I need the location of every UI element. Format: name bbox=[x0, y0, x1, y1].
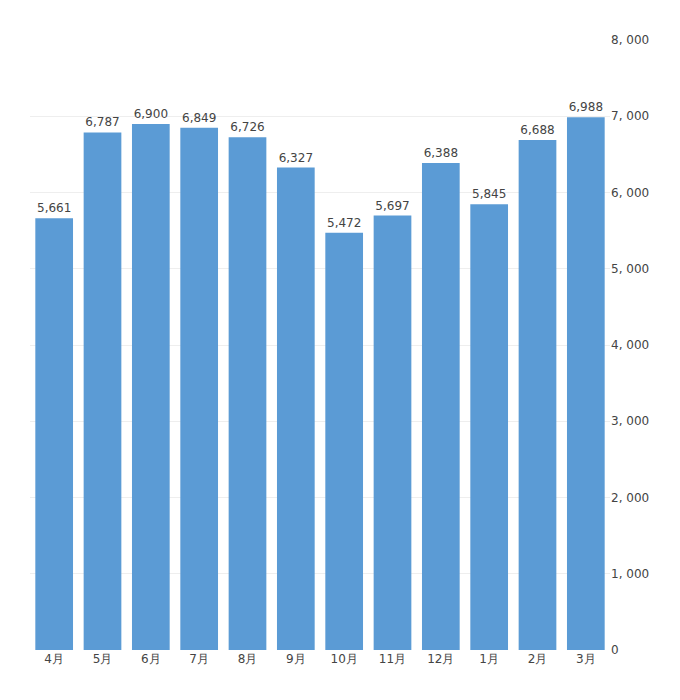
svg-text:9月: 9月 bbox=[286, 652, 306, 666]
svg-text:5,472: 5,472 bbox=[327, 216, 361, 230]
svg-text:6,388: 6,388 bbox=[424, 146, 458, 160]
svg-text:2月: 2月 bbox=[528, 652, 548, 666]
svg-text:6,787: 6,787 bbox=[85, 115, 119, 129]
svg-text:3, 000: 3, 000 bbox=[611, 414, 649, 428]
svg-text:8月: 8月 bbox=[238, 652, 258, 666]
svg-text:1月: 1月 bbox=[479, 652, 499, 666]
svg-text:0: 0 bbox=[611, 643, 619, 657]
svg-text:6,726: 6,726 bbox=[230, 120, 264, 134]
svg-text:5月: 5月 bbox=[93, 652, 113, 666]
svg-text:6,327: 6,327 bbox=[279, 151, 313, 165]
svg-text:6月: 6月 bbox=[141, 652, 161, 666]
svg-text:5, 000: 5, 000 bbox=[611, 262, 649, 276]
svg-text:2, 000: 2, 000 bbox=[611, 491, 649, 505]
svg-text:4月: 4月 bbox=[44, 652, 64, 666]
svg-text:5,845: 5,845 bbox=[472, 187, 506, 201]
svg-text:5,697: 5,697 bbox=[375, 199, 409, 213]
svg-text:6,688: 6,688 bbox=[520, 123, 554, 137]
svg-text:10月: 10月 bbox=[331, 652, 358, 666]
svg-text:7月: 7月 bbox=[189, 652, 209, 666]
svg-text:4, 000: 4, 000 bbox=[611, 338, 649, 352]
svg-text:11月: 11月 bbox=[379, 652, 406, 666]
svg-text:1, 000: 1, 000 bbox=[611, 567, 649, 581]
svg-text:3月: 3月 bbox=[576, 652, 596, 666]
svg-text:6, 000: 6, 000 bbox=[611, 186, 649, 200]
svg-text:7, 000: 7, 000 bbox=[611, 109, 649, 123]
svg-text:6,988: 6,988 bbox=[569, 100, 603, 114]
svg-text:5,661: 5,661 bbox=[37, 201, 71, 215]
svg-text:6,849: 6,849 bbox=[182, 111, 216, 125]
svg-text:8, 000: 8, 000 bbox=[611, 33, 649, 47]
svg-text:6,900: 6,900 bbox=[134, 107, 168, 121]
svg-text:12月: 12月 bbox=[427, 652, 454, 666]
